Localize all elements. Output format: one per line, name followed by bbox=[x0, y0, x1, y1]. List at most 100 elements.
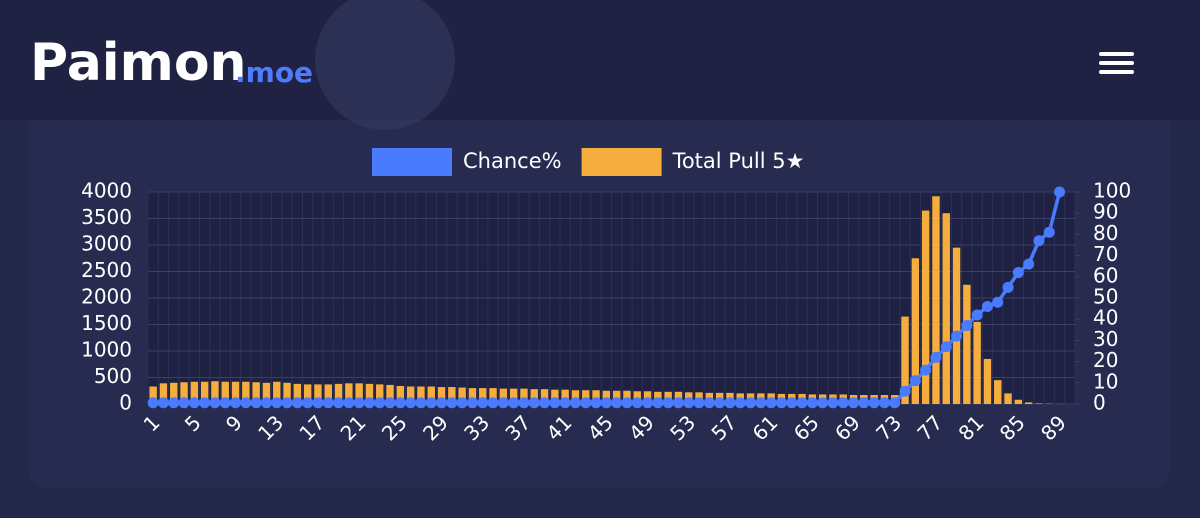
line-point bbox=[755, 397, 766, 408]
bar bbox=[1004, 393, 1011, 404]
line-point bbox=[539, 397, 550, 408]
line-point bbox=[168, 397, 179, 408]
y2-tick-label: 60 bbox=[1093, 263, 1118, 287]
y-tick-label: 2500 bbox=[81, 258, 132, 282]
line-point bbox=[807, 397, 818, 408]
bar bbox=[953, 248, 960, 404]
line-point bbox=[848, 397, 859, 408]
bar bbox=[1015, 400, 1022, 404]
line-point bbox=[179, 397, 190, 408]
y2-tick-label: 0 bbox=[1093, 391, 1106, 415]
line-point bbox=[436, 397, 447, 408]
bar bbox=[1035, 403, 1042, 404]
line-point bbox=[302, 397, 313, 408]
bar bbox=[932, 196, 939, 404]
line-point bbox=[446, 397, 457, 408]
legend-swatch bbox=[582, 148, 662, 176]
legend-label: Total Pull 5★ bbox=[672, 149, 805, 173]
y-tick-label: 2000 bbox=[81, 285, 132, 309]
y-tick-label: 4000 bbox=[81, 179, 132, 203]
line-point bbox=[323, 397, 334, 408]
line-point bbox=[601, 397, 612, 408]
line-point bbox=[1044, 227, 1055, 238]
y2-tick-label: 50 bbox=[1093, 285, 1118, 309]
menu-button[interactable] bbox=[1099, 52, 1134, 74]
y-tick-label: 3000 bbox=[81, 232, 132, 256]
y2-tick-label: 100 bbox=[1093, 179, 1131, 203]
line-point bbox=[426, 397, 437, 408]
line-point bbox=[714, 397, 725, 408]
line-point bbox=[199, 397, 210, 408]
line-point bbox=[292, 397, 303, 408]
line-point bbox=[786, 397, 797, 408]
bar bbox=[994, 380, 1001, 404]
menu-line bbox=[1099, 70, 1134, 74]
line-point bbox=[766, 397, 777, 408]
line-point bbox=[735, 397, 746, 408]
line-point bbox=[611, 397, 622, 408]
bar bbox=[1025, 402, 1032, 404]
line-point bbox=[930, 352, 941, 363]
line-point bbox=[570, 397, 581, 408]
line-point bbox=[405, 397, 416, 408]
line-point bbox=[869, 397, 880, 408]
line-point bbox=[312, 397, 323, 408]
line-point bbox=[992, 297, 1003, 308]
line-point bbox=[457, 397, 468, 408]
line-point bbox=[632, 397, 643, 408]
logo[interactable]: Paimon bbox=[30, 33, 247, 93]
line-point bbox=[580, 397, 591, 408]
y2-tick-label: 80 bbox=[1093, 221, 1118, 245]
line-point bbox=[941, 341, 952, 352]
legend-swatch bbox=[372, 148, 452, 176]
line-point bbox=[673, 397, 684, 408]
line-point bbox=[838, 397, 849, 408]
line-point bbox=[343, 397, 354, 408]
line-point bbox=[415, 397, 426, 408]
line-point bbox=[1054, 187, 1065, 198]
logo-suffix[interactable]: .moe bbox=[235, 56, 313, 89]
line-point bbox=[745, 397, 756, 408]
line-point bbox=[529, 397, 540, 408]
line-point bbox=[972, 309, 983, 320]
line-point bbox=[683, 397, 694, 408]
line-point bbox=[498, 397, 509, 408]
y-tick-label: 1000 bbox=[81, 338, 132, 362]
line-point bbox=[1033, 235, 1044, 246]
line-point bbox=[889, 397, 900, 408]
line-point bbox=[282, 397, 293, 408]
line-point bbox=[230, 397, 241, 408]
line-point bbox=[982, 301, 993, 312]
line-point bbox=[663, 397, 674, 408]
y2-tick-label: 70 bbox=[1093, 242, 1118, 266]
line-point bbox=[879, 397, 890, 408]
line-point bbox=[724, 397, 735, 408]
line-point bbox=[621, 397, 632, 408]
line-point bbox=[220, 397, 231, 408]
line-point bbox=[261, 397, 272, 408]
line-point bbox=[827, 397, 838, 408]
bar bbox=[984, 359, 991, 404]
line-point bbox=[549, 397, 560, 408]
line-point bbox=[694, 397, 705, 408]
y-tick-label: 1500 bbox=[81, 311, 132, 335]
line-point bbox=[591, 397, 602, 408]
menu-line bbox=[1099, 52, 1134, 56]
line-point bbox=[148, 397, 159, 408]
line-point bbox=[900, 386, 911, 397]
line-point bbox=[251, 397, 262, 408]
line-point bbox=[395, 397, 406, 408]
y2-tick-label: 30 bbox=[1093, 327, 1118, 351]
line-point bbox=[858, 397, 869, 408]
line-point bbox=[240, 397, 251, 408]
menu-line bbox=[1099, 61, 1134, 65]
line-point bbox=[776, 397, 787, 408]
line-point bbox=[508, 397, 519, 408]
line-point bbox=[817, 397, 828, 408]
line-point bbox=[704, 397, 715, 408]
bar bbox=[973, 322, 980, 404]
line-point bbox=[951, 331, 962, 342]
line-point bbox=[518, 397, 529, 408]
y2-tick-label: 40 bbox=[1093, 306, 1118, 330]
